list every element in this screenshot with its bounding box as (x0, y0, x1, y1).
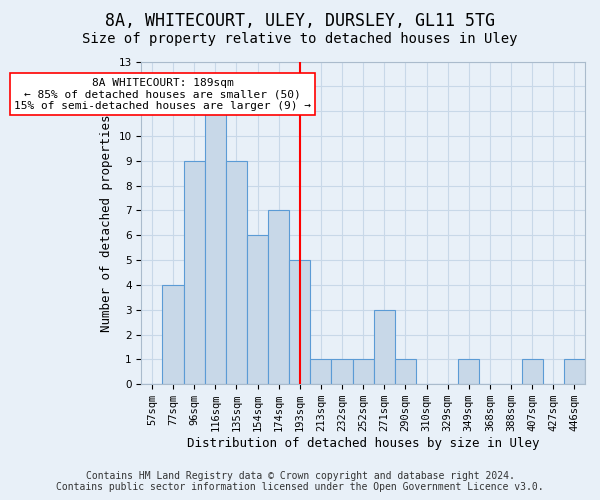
Bar (395, 360, 416, 384)
Bar (521, 360, 543, 384)
Bar (310, 360, 331, 384)
Text: 8A WHITECOURT: 189sqm
← 85% of detached houses are smaller (50)
15% of semi-deta: 8A WHITECOURT: 189sqm ← 85% of detached … (14, 78, 311, 111)
Bar (163, 285, 184, 384)
Bar (184, 161, 205, 384)
Bar (289, 260, 310, 384)
Bar (331, 360, 353, 384)
Bar (226, 161, 247, 384)
Bar (353, 360, 374, 384)
Text: Size of property relative to detached houses in Uley: Size of property relative to detached ho… (82, 32, 518, 46)
Bar (458, 360, 479, 384)
X-axis label: Distribution of detached houses by size in Uley: Distribution of detached houses by size … (187, 437, 539, 450)
Bar (564, 360, 585, 384)
Bar (205, 111, 226, 384)
Text: Contains HM Land Registry data © Crown copyright and database right 2024.
Contai: Contains HM Land Registry data © Crown c… (56, 471, 544, 492)
Text: 8A, WHITECOURT, ULEY, DURSLEY, GL11 5TG: 8A, WHITECOURT, ULEY, DURSLEY, GL11 5TG (105, 12, 495, 30)
Bar (374, 310, 395, 384)
Bar (268, 210, 289, 384)
Y-axis label: Number of detached properties: Number of detached properties (100, 114, 113, 332)
Bar (247, 236, 268, 384)
